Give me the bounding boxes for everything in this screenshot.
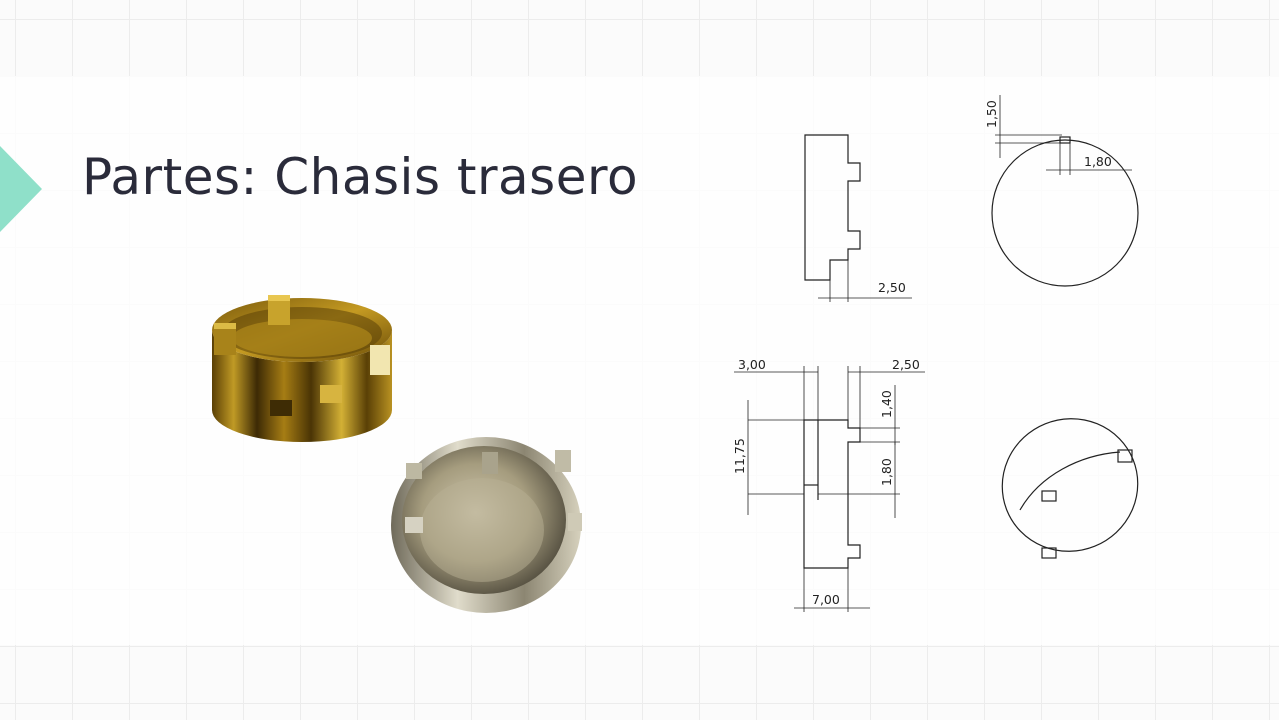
dim-top-width: 1,80 — [1084, 154, 1112, 169]
page-title: Partes: Chasis trasero — [82, 148, 639, 206]
dim-front-left: 3,00 — [738, 357, 766, 372]
dim-front-tab-gap: 1,80 — [879, 458, 894, 486]
dim-front-tab-height: 1,40 — [879, 390, 894, 418]
dim-front-right: 2,50 — [892, 357, 920, 372]
dim-front-height: 11,75 — [732, 438, 747, 474]
dim-side-tab-depth: 2,50 — [878, 280, 906, 295]
technical-drawing: 2,50 1,50 1,80 3,00 2,50 1,40 11,75 1,80… — [732, 95, 1139, 612]
dimension-labels: 2,50 1,50 1,80 3,00 2,50 1,40 11,75 1,80… — [732, 100, 1112, 607]
accent-triangle-icon — [0, 146, 42, 232]
silver-part — [391, 437, 582, 613]
dim-front-bottom: 7,00 — [812, 592, 840, 607]
gold-part — [212, 295, 392, 442]
dim-top-height: 1,50 — [984, 100, 999, 128]
parts-photo — [212, 295, 582, 613]
